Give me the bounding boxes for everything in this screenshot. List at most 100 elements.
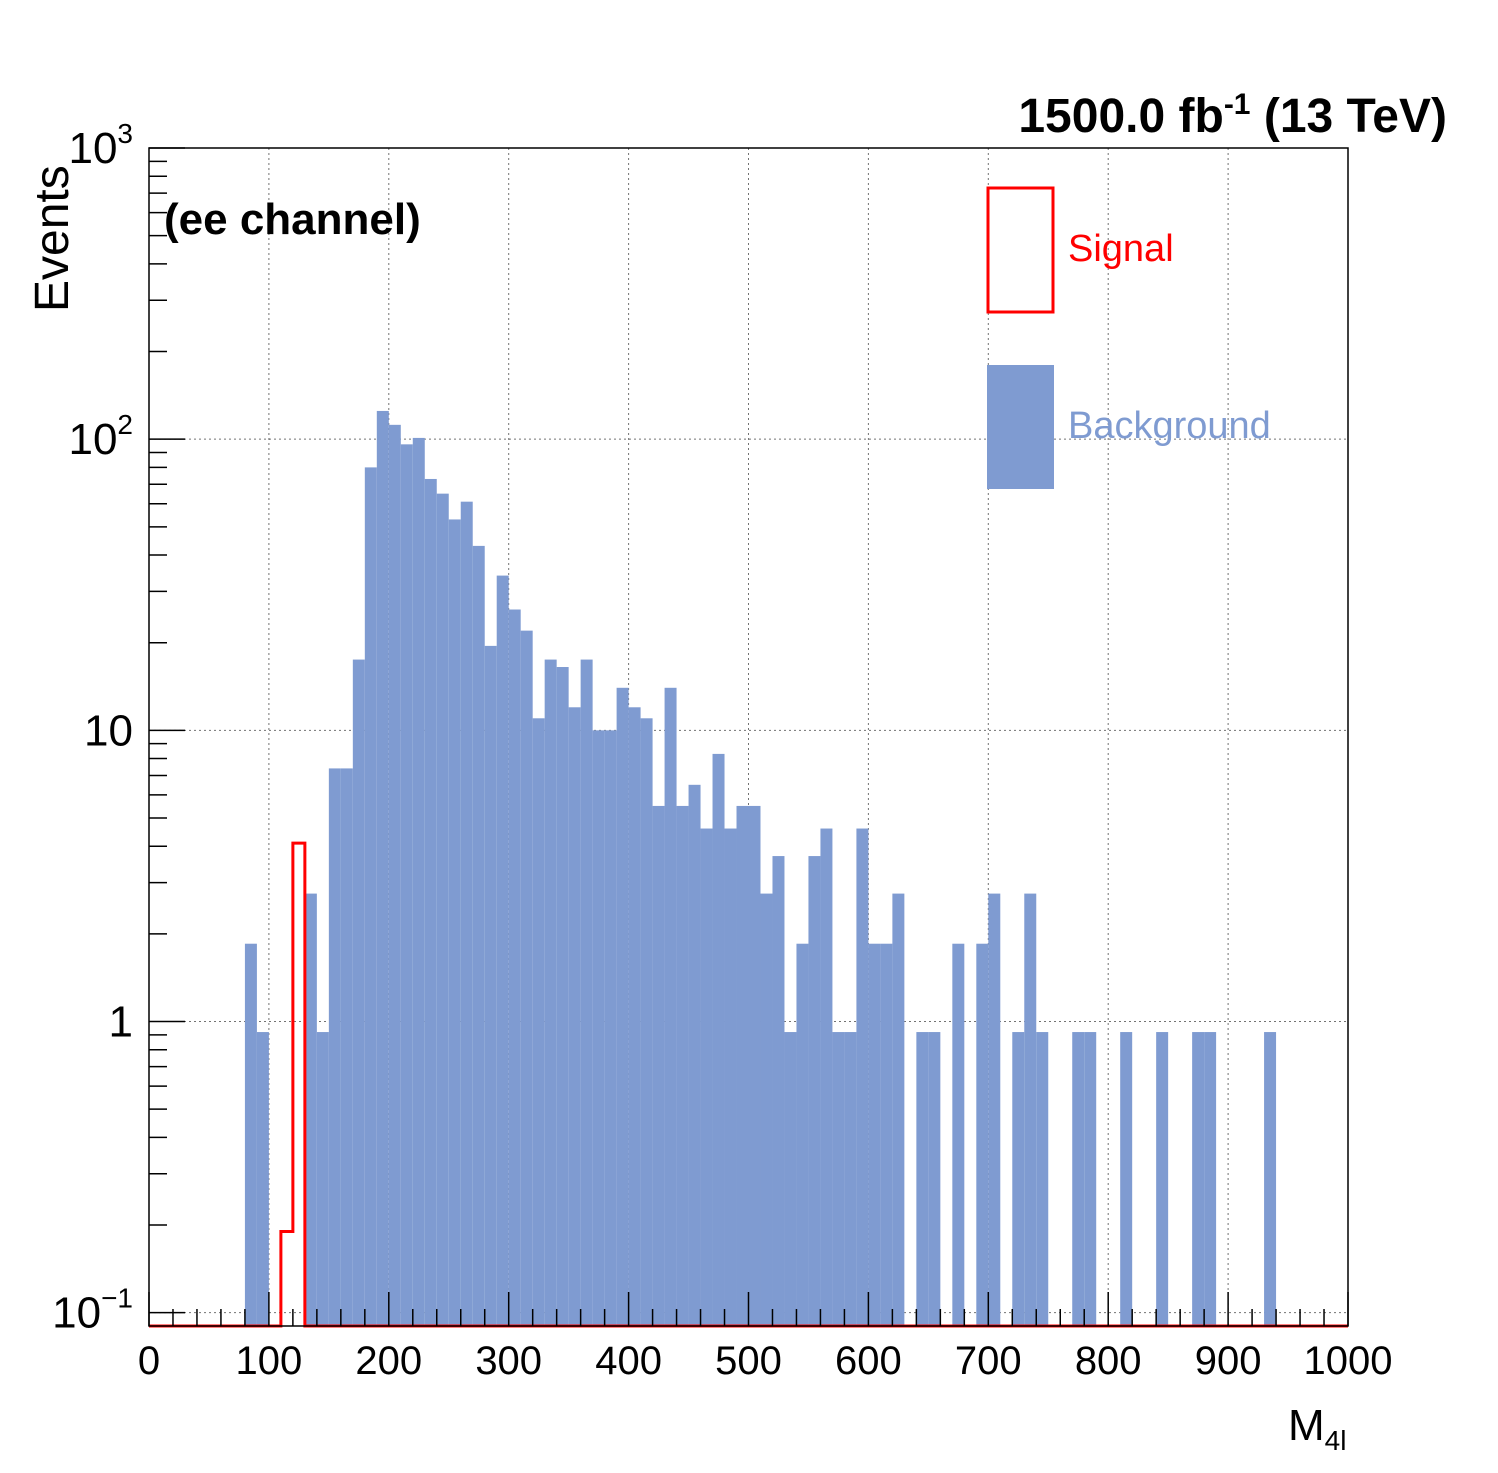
background-bar xyxy=(592,730,605,1326)
background-bar xyxy=(736,805,749,1326)
background-bar xyxy=(520,630,533,1326)
x-tick-label: 900 xyxy=(1195,1339,1262,1383)
background-bar xyxy=(1204,1032,1217,1326)
background-bar xyxy=(1120,1032,1133,1326)
legend-background-label: Background xyxy=(1068,405,1271,447)
background-bar xyxy=(952,943,965,1326)
legend-signal-swatch xyxy=(986,186,1055,314)
background-bar xyxy=(496,575,509,1326)
background-bar xyxy=(1012,1032,1025,1326)
background-bar xyxy=(880,943,893,1326)
background-bar xyxy=(748,805,761,1326)
background-bar xyxy=(628,707,641,1326)
x-tick-label: 0 xyxy=(138,1339,160,1383)
background-bar xyxy=(892,893,905,1326)
background-bar xyxy=(640,718,653,1326)
background-bar xyxy=(484,645,497,1326)
lumi-title-sup: -1 xyxy=(1224,88,1251,121)
background-bar xyxy=(256,1032,269,1326)
x-tick-label: 800 xyxy=(1075,1339,1142,1383)
background-bar xyxy=(808,856,821,1326)
y-tick-label: 103 xyxy=(68,118,133,173)
background-bar xyxy=(388,424,401,1326)
background-bar xyxy=(460,501,473,1326)
background-bar xyxy=(1156,1032,1169,1326)
x-axis-label-sub: 4l xyxy=(1325,1425,1347,1456)
legend-signal-label: Signal xyxy=(1068,228,1174,270)
x-tick-label: 100 xyxy=(236,1339,303,1383)
axis-ticks xyxy=(148,147,1349,1326)
background-bar xyxy=(712,753,725,1326)
background-bar xyxy=(412,437,425,1326)
background-bar xyxy=(1084,1032,1097,1326)
y-tick-label: 10 xyxy=(84,706,133,755)
background-bar xyxy=(556,667,569,1326)
axis-tick-labels: 0 100 200 300 400 500 600 700 800 900 1000 10−1 1 10 1… xyxy=(52,118,1392,1383)
background-bar xyxy=(376,410,389,1326)
background-bar xyxy=(448,519,461,1326)
background-bar xyxy=(688,784,701,1326)
background-bar xyxy=(340,768,353,1326)
background-bar xyxy=(664,687,677,1326)
background-bar xyxy=(832,1032,845,1326)
background-bar xyxy=(676,805,689,1326)
background-bar xyxy=(532,718,545,1326)
background-bar xyxy=(1024,893,1037,1326)
background-bar xyxy=(580,659,593,1326)
x-tick-label: 600 xyxy=(835,1339,902,1383)
background-bar xyxy=(604,730,617,1326)
background-bar xyxy=(544,659,557,1326)
background-bar xyxy=(1192,1032,1205,1326)
background-bar xyxy=(916,1032,929,1326)
background-bar xyxy=(1036,1032,1049,1326)
background-bar xyxy=(724,828,737,1326)
lumi-title-main: 1500.0 fb xyxy=(1018,90,1223,143)
x-axis-label-main: M xyxy=(1288,1401,1325,1450)
y-tick-label: 1 xyxy=(109,998,133,1047)
background-bar xyxy=(844,1032,857,1326)
y-axis-label: Events xyxy=(26,165,79,312)
background-bar xyxy=(244,943,257,1326)
background-bar xyxy=(328,768,341,1326)
x-tick-label: 500 xyxy=(715,1339,782,1383)
signal-histogram xyxy=(149,841,1348,1328)
x-tick-label: 200 xyxy=(355,1339,422,1383)
background-bar xyxy=(760,893,773,1326)
background-bar xyxy=(436,493,449,1326)
legend-background-swatch xyxy=(987,365,1054,489)
x-axis-label: M4l xyxy=(1288,1401,1346,1456)
x-tick-label: 700 xyxy=(955,1339,1022,1383)
background-histogram xyxy=(244,410,1277,1326)
x-tick-label: 400 xyxy=(595,1339,662,1383)
background-bar xyxy=(856,828,869,1326)
background-bar xyxy=(568,707,581,1326)
background-bar xyxy=(316,1032,329,1326)
signal-line xyxy=(149,841,1348,1328)
background-bar xyxy=(424,478,437,1326)
background-bar xyxy=(868,943,881,1326)
background-bar xyxy=(976,943,989,1326)
y-tick-label: 10−1 xyxy=(52,1283,133,1338)
channel-annotation: (ee channel) xyxy=(164,195,421,244)
lumi-title: 1500.0 fb-1 (13 TeV) xyxy=(1018,88,1447,143)
background-bar xyxy=(988,893,1001,1326)
background-bar xyxy=(796,943,809,1326)
background-bar xyxy=(820,828,833,1326)
y-tick-label: 102 xyxy=(68,409,133,464)
background-bar xyxy=(508,609,521,1326)
background-bar xyxy=(1072,1032,1085,1326)
background-bar xyxy=(304,893,317,1326)
background-bar xyxy=(700,828,713,1326)
background-bar xyxy=(352,659,365,1326)
background-bar xyxy=(1264,1032,1277,1326)
background-bar xyxy=(472,545,485,1326)
background-bar xyxy=(364,467,377,1326)
x-tick-label: 1000 xyxy=(1304,1339,1393,1383)
background-bar xyxy=(928,1032,941,1326)
background-bar xyxy=(652,805,665,1326)
background-bar xyxy=(616,687,629,1326)
legend: Signal Background xyxy=(986,186,1271,489)
x-tick-label: 300 xyxy=(475,1339,542,1383)
background-bar xyxy=(400,444,413,1326)
